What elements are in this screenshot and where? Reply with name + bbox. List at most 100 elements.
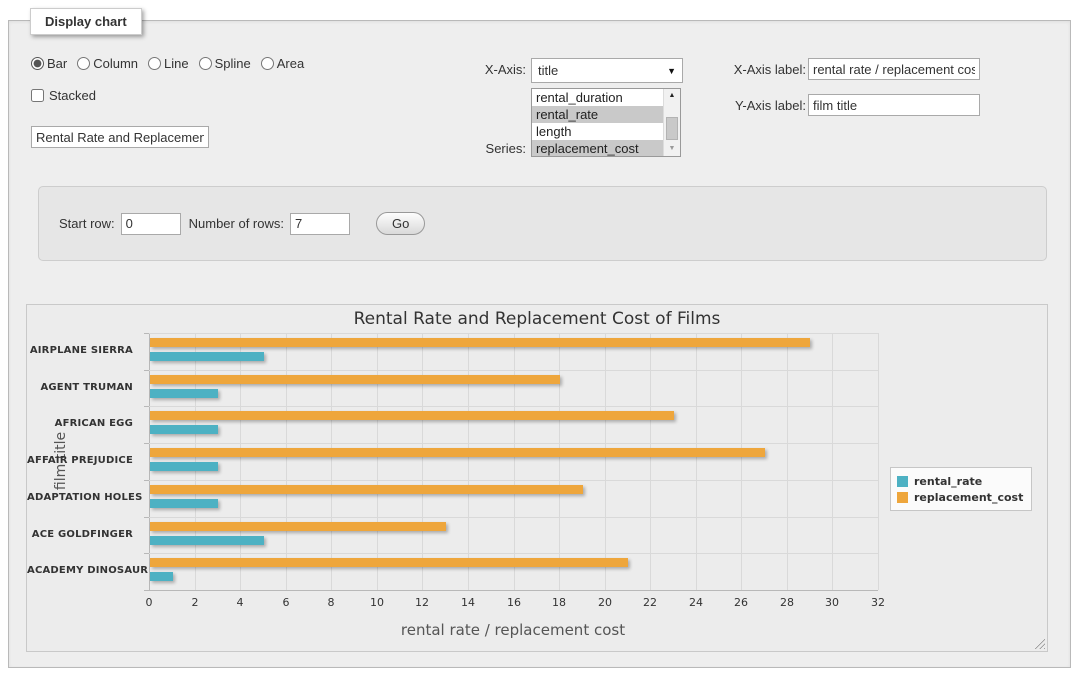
legend-label-rental_rate: rental_rate bbox=[914, 475, 982, 488]
gridline-y-6 bbox=[149, 553, 878, 554]
chart-type-option-bar[interactable]: Bar bbox=[31, 56, 67, 71]
num-rows-input[interactable] bbox=[290, 213, 350, 235]
series-scrollbar[interactable]: ▲ ▼ bbox=[663, 89, 680, 156]
x-axis-select[interactable]: title ▼ bbox=[531, 58, 683, 83]
chart-type-option-area[interactable]: Area bbox=[261, 56, 304, 71]
x-axis-selected-value: title bbox=[538, 63, 558, 78]
page: Display chart Bar Column Line Spline Area St… bbox=[0, 0, 1081, 681]
go-button[interactable]: Go bbox=[376, 212, 425, 235]
x-tick-label-30: 30 bbox=[825, 596, 839, 609]
series-option-length[interactable]: length bbox=[532, 123, 663, 140]
gridline-y-7 bbox=[149, 590, 878, 591]
bar-rental_rate[interactable] bbox=[150, 389, 218, 398]
gridline-x-12 bbox=[422, 333, 423, 590]
chart-type-option-spline[interactable]: Spline bbox=[199, 56, 251, 71]
legend-swatch-replacement_cost bbox=[897, 492, 908, 503]
bar-replacement_cost[interactable] bbox=[150, 558, 628, 567]
y-tick-mark-7 bbox=[144, 590, 149, 591]
series-listbox[interactable]: rental_durationrental_ratelengthreplacem… bbox=[531, 88, 681, 157]
legend-item-replacement_cost[interactable]: replacement_cost bbox=[897, 489, 1023, 505]
bar-replacement_cost[interactable] bbox=[150, 375, 560, 384]
x-tick-label-24: 24 bbox=[689, 596, 703, 609]
bar-rental_rate[interactable] bbox=[150, 425, 218, 434]
legend-label-replacement_cost: replacement_cost bbox=[914, 491, 1023, 504]
gridline-y-0 bbox=[149, 333, 878, 334]
chart-legend[interactable]: rental_rate replacement_cost bbox=[890, 467, 1032, 511]
start-row-label: Start row: bbox=[59, 216, 115, 231]
bar-replacement_cost[interactable] bbox=[150, 485, 583, 494]
chart-type-radios: Bar Column Line Spline Area bbox=[31, 56, 310, 71]
stacked-label: Stacked bbox=[49, 88, 96, 103]
chart-title: Rental Rate and Replacement Cost of Film… bbox=[27, 309, 1047, 329]
series-option-rental_duration[interactable]: rental_duration bbox=[532, 89, 663, 106]
gridline-y-5 bbox=[149, 517, 878, 518]
series-option-rental_rate[interactable]: rental_rate bbox=[532, 106, 663, 123]
series-option-replacement_cost[interactable]: replacement_cost bbox=[532, 140, 663, 157]
chart-type-option-line[interactable]: Line bbox=[148, 56, 189, 71]
x-axis-select-label: X-Axis: bbox=[459, 62, 526, 77]
category-label: ACADEMY DINOSAUR bbox=[27, 553, 133, 590]
radio-line[interactable] bbox=[148, 57, 161, 70]
x-tick-label-6: 6 bbox=[283, 596, 290, 609]
radio-spline[interactable] bbox=[199, 57, 212, 70]
series-options: rental_durationrental_ratelengthreplacem… bbox=[532, 89, 663, 157]
bar-replacement_cost[interactable] bbox=[150, 522, 446, 531]
chart-type-label-column: Column bbox=[93, 56, 138, 71]
bar-replacement_cost[interactable] bbox=[150, 448, 765, 457]
bar-rental_rate[interactable] bbox=[150, 352, 264, 361]
stacked-checkbox[interactable] bbox=[31, 89, 44, 102]
category-label: AFFAIR PREJUDICE bbox=[27, 443, 133, 480]
x-tick-label-12: 12 bbox=[415, 596, 429, 609]
category-label: AIRPLANE SIERRA bbox=[27, 333, 133, 370]
x-tick-label-0: 0 bbox=[146, 596, 153, 609]
category-label: ACE GOLDFINGER bbox=[27, 517, 133, 554]
radio-column[interactable] bbox=[77, 57, 90, 70]
bar-rental_rate[interactable] bbox=[150, 499, 218, 508]
scroll-up-icon[interactable]: ▲ bbox=[664, 89, 680, 103]
category-label: AGENT TRUMAN bbox=[27, 370, 133, 407]
scroll-down-icon[interactable]: ▼ bbox=[664, 142, 680, 156]
chart-title-input[interactable] bbox=[31, 126, 209, 148]
radio-area[interactable] bbox=[261, 57, 274, 70]
x-axis-label-label: X-Axis label: bbox=[719, 62, 806, 77]
gridline-x-26 bbox=[741, 333, 742, 590]
bar-replacement_cost[interactable] bbox=[150, 338, 810, 347]
radio-bar[interactable] bbox=[31, 57, 44, 70]
gridline-x-32 bbox=[878, 333, 879, 590]
x-tick-label-18: 18 bbox=[552, 596, 566, 609]
plot-area bbox=[149, 333, 878, 590]
x-tick-label-8: 8 bbox=[328, 596, 335, 609]
bar-rental_rate[interactable] bbox=[150, 462, 218, 471]
x-tick-label-2: 2 bbox=[192, 596, 199, 609]
gridline-x-8 bbox=[331, 333, 332, 590]
gridline-y-2 bbox=[149, 406, 878, 407]
stacked-row: Stacked bbox=[31, 88, 96, 103]
category-label: ADAPTATION HOLES bbox=[27, 480, 133, 517]
chart-type-option-column[interactable]: Column bbox=[77, 56, 138, 71]
num-rows-label: Number of rows: bbox=[189, 216, 284, 231]
x-tick-label-28: 28 bbox=[780, 596, 794, 609]
x-tick-label-26: 26 bbox=[734, 596, 748, 609]
bar-rental_rate[interactable] bbox=[150, 536, 264, 545]
gridline-x-18 bbox=[559, 333, 560, 590]
x-axis-label-input[interactable] bbox=[808, 58, 980, 80]
y-tick-mark-1 bbox=[144, 370, 149, 371]
x-tick-label-14: 14 bbox=[461, 596, 475, 609]
start-row-input[interactable] bbox=[121, 213, 181, 235]
resize-handle-icon[interactable] bbox=[1032, 636, 1045, 649]
fieldset-legend: Display chart bbox=[30, 8, 142, 35]
legend-swatch-rental_rate bbox=[897, 476, 908, 487]
chart-type-label-bar: Bar bbox=[47, 56, 67, 71]
y-tick-mark-3 bbox=[144, 443, 149, 444]
scrollbar-thumb[interactable] bbox=[666, 117, 678, 140]
bar-replacement_cost[interactable] bbox=[150, 411, 674, 420]
y-axis-label-input[interactable] bbox=[808, 94, 980, 116]
bar-rental_rate[interactable] bbox=[150, 572, 173, 581]
legend-item-rental_rate[interactable]: rental_rate bbox=[897, 473, 1023, 489]
chevron-down-icon: ▼ bbox=[667, 66, 676, 76]
gridline-x-20 bbox=[605, 333, 606, 590]
gridline-x-14 bbox=[468, 333, 469, 590]
y-tick-mark-0 bbox=[144, 333, 149, 334]
gridline-x-6 bbox=[286, 333, 287, 590]
gridline-y-3 bbox=[149, 443, 878, 444]
